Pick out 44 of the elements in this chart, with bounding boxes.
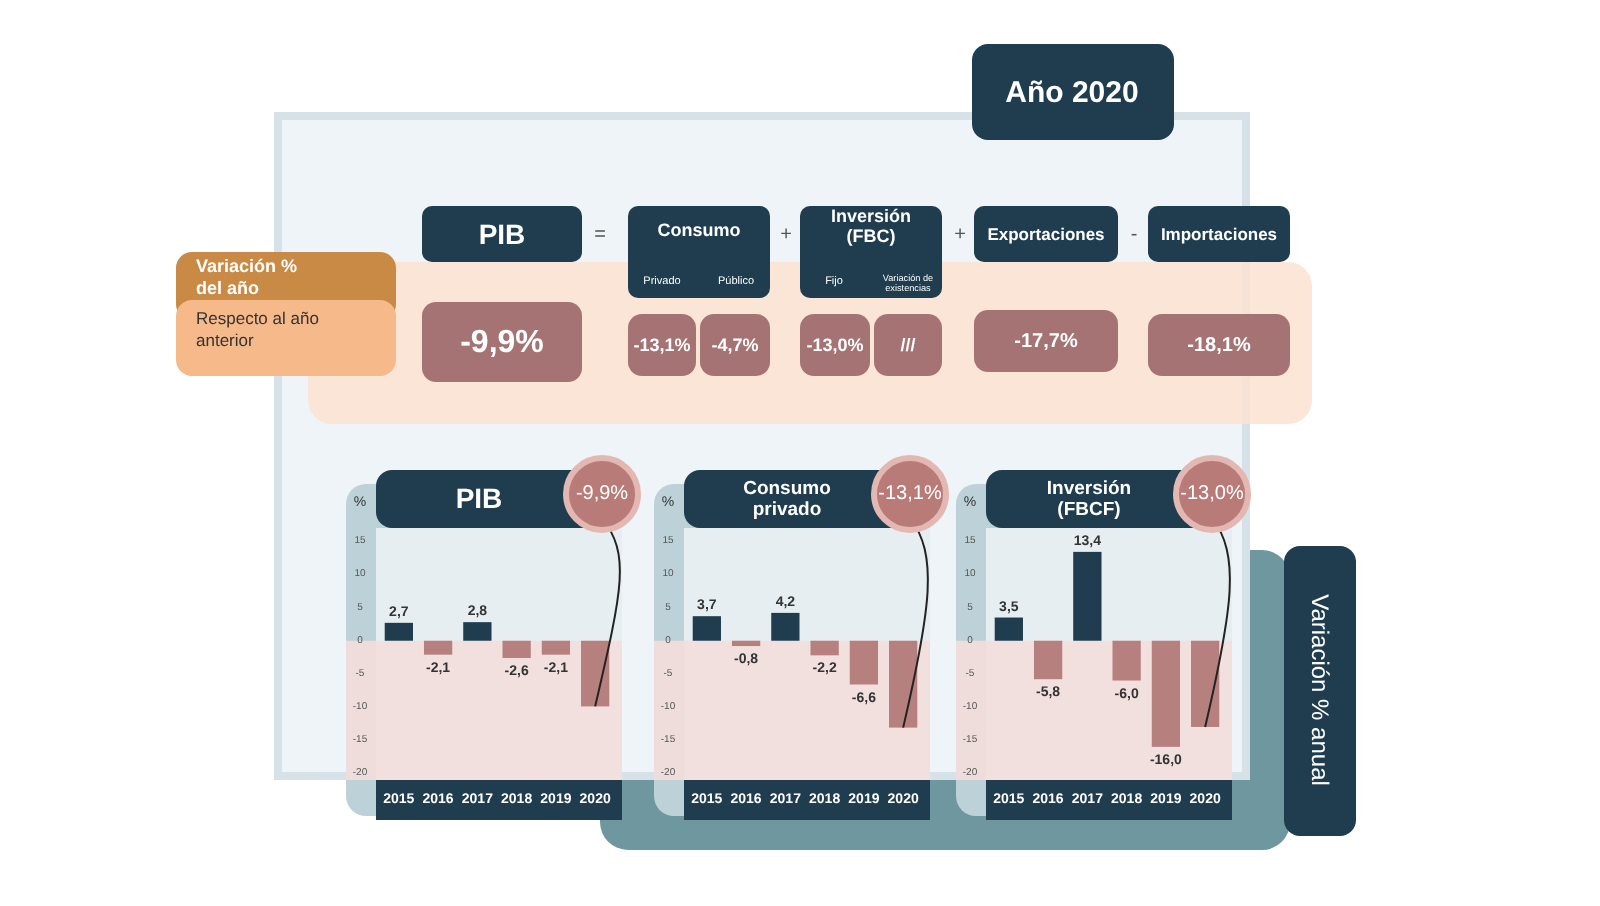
text: Consumo xyxy=(657,220,742,240)
annotation: -9,9% xyxy=(575,483,629,505)
bar xyxy=(889,640,918,728)
bar xyxy=(692,616,721,641)
bar xyxy=(581,640,610,707)
text: Exportaciones xyxy=(987,224,1106,244)
text: Variación % anual xyxy=(1306,594,1334,786)
text: Año 2020 xyxy=(1005,75,1139,109)
bar xyxy=(1191,640,1220,727)
bar xyxy=(423,640,453,655)
text: Inversión (FBC) xyxy=(830,205,912,247)
text: Variación % del año xyxy=(196,256,298,298)
bar xyxy=(463,622,492,641)
annotation: -13,1% xyxy=(878,483,942,505)
bar xyxy=(771,612,800,641)
text: + xyxy=(954,223,967,245)
text: -4,7% xyxy=(711,335,759,355)
text: PIB xyxy=(478,218,526,250)
bar xyxy=(384,622,413,641)
text: - xyxy=(1130,223,1138,245)
text: -13,1% xyxy=(633,335,691,355)
chart-title: PIB xyxy=(455,482,503,514)
chart-title: Consumo privado xyxy=(743,476,832,520)
bar xyxy=(849,640,879,685)
bar xyxy=(994,617,1023,641)
text: /// xyxy=(900,335,917,355)
text: Importaciones xyxy=(1160,224,1278,244)
annotation: -13,0% xyxy=(1180,483,1244,505)
text: Respecto al año anterior xyxy=(196,308,320,350)
bar xyxy=(1073,551,1102,641)
text: = xyxy=(594,223,607,245)
bar xyxy=(1151,640,1181,747)
text: + xyxy=(780,223,793,245)
bar xyxy=(541,640,571,655)
chart-title: Inversión (FBCF) xyxy=(1046,476,1132,520)
text: -9,9% xyxy=(460,325,544,359)
text: -13,0% xyxy=(806,335,864,355)
bar xyxy=(1033,640,1063,680)
text: -18,1% xyxy=(1187,334,1251,356)
bar xyxy=(731,640,761,647)
text: -17,7% xyxy=(1014,330,1078,352)
bar xyxy=(810,640,839,656)
bar xyxy=(502,640,531,658)
bar xyxy=(1112,640,1141,681)
